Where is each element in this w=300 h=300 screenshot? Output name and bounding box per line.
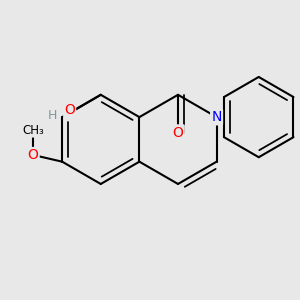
Text: CH₃: CH₃ bbox=[22, 124, 44, 137]
Text: O: O bbox=[64, 103, 75, 117]
Text: O: O bbox=[172, 126, 183, 140]
Text: N: N bbox=[212, 110, 222, 124]
Text: H: H bbox=[48, 109, 58, 122]
Text: O: O bbox=[28, 148, 39, 162]
